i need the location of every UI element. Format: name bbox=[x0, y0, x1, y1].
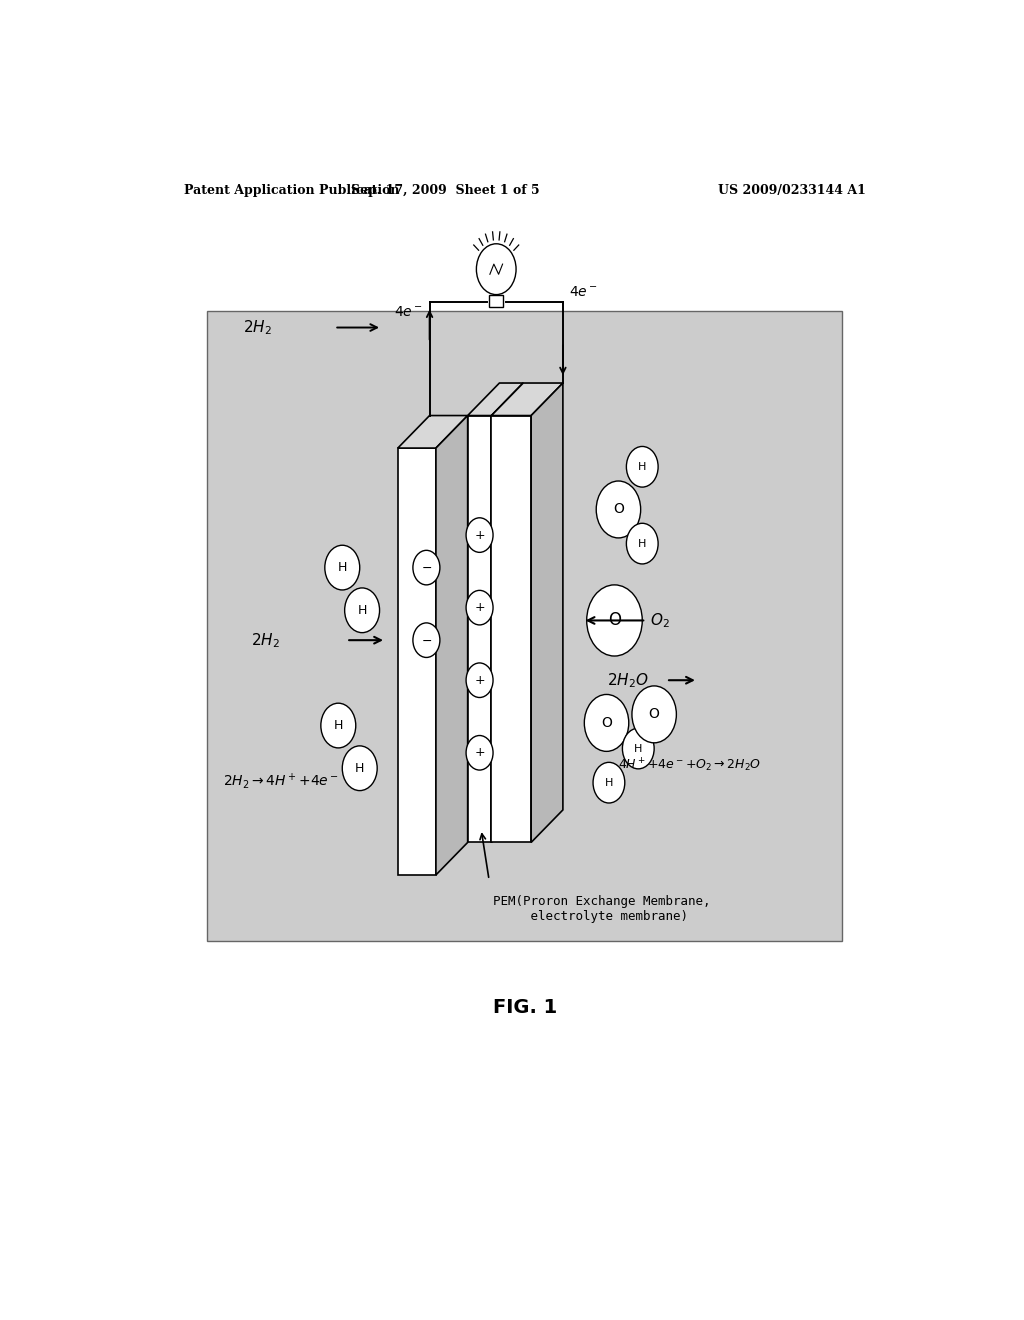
Circle shape bbox=[476, 244, 516, 294]
Circle shape bbox=[593, 763, 625, 803]
Text: $2H_2$: $2H_2$ bbox=[243, 318, 272, 337]
Polygon shape bbox=[397, 416, 468, 447]
Polygon shape bbox=[397, 447, 436, 875]
Circle shape bbox=[413, 623, 440, 657]
Text: O: O bbox=[601, 715, 612, 730]
Circle shape bbox=[466, 590, 494, 624]
Text: $4e^-$: $4e^-$ bbox=[569, 285, 598, 298]
Text: $+$: $+$ bbox=[474, 601, 485, 614]
Text: H: H bbox=[355, 762, 365, 775]
Text: Sep. 17, 2009  Sheet 1 of 5: Sep. 17, 2009 Sheet 1 of 5 bbox=[351, 183, 540, 197]
Text: $+$: $+$ bbox=[474, 673, 485, 686]
Text: PEM(Proron Exchange Membrane,
     electrolyte membrane): PEM(Proron Exchange Membrane, electrolyt… bbox=[494, 895, 711, 923]
Circle shape bbox=[345, 587, 380, 632]
Text: $2H_2$: $2H_2$ bbox=[251, 631, 280, 649]
Text: $+$: $+$ bbox=[474, 528, 485, 541]
Polygon shape bbox=[492, 383, 523, 842]
Circle shape bbox=[321, 704, 355, 748]
Text: H: H bbox=[638, 462, 646, 471]
Circle shape bbox=[325, 545, 359, 590]
Text: O: O bbox=[649, 708, 659, 721]
Text: $-$: $-$ bbox=[421, 634, 432, 647]
Text: H: H bbox=[634, 743, 642, 754]
Circle shape bbox=[587, 585, 642, 656]
Circle shape bbox=[596, 480, 641, 539]
Circle shape bbox=[632, 686, 677, 743]
Text: US 2009/0233144 A1: US 2009/0233144 A1 bbox=[718, 183, 866, 197]
Text: $2H_2O$: $2H_2O$ bbox=[606, 671, 648, 689]
Circle shape bbox=[627, 446, 658, 487]
Circle shape bbox=[342, 746, 377, 791]
Circle shape bbox=[623, 729, 654, 768]
Text: $-$: $-$ bbox=[421, 561, 432, 574]
Text: O: O bbox=[608, 611, 621, 630]
Polygon shape bbox=[492, 416, 531, 842]
Text: $O_2$: $O_2$ bbox=[650, 611, 670, 630]
Text: H: H bbox=[638, 539, 646, 549]
Text: $4H^+{+}4e^-{+}O_2{\rightarrow}2H_2O$: $4H^+{+}4e^-{+}O_2{\rightarrow}2H_2O$ bbox=[618, 756, 762, 775]
Text: $4e^-$: $4e^-$ bbox=[394, 305, 423, 319]
Polygon shape bbox=[492, 383, 563, 416]
Polygon shape bbox=[436, 416, 468, 875]
Text: $2H_2{\rightarrow}4H^+{+}4e^-$: $2H_2{\rightarrow}4H^+{+}4e^-$ bbox=[223, 771, 339, 791]
Text: O: O bbox=[613, 503, 624, 516]
Polygon shape bbox=[531, 383, 563, 842]
Text: Patent Application Publication: Patent Application Publication bbox=[183, 183, 399, 197]
Text: H: H bbox=[334, 719, 343, 733]
Text: FIG. 1: FIG. 1 bbox=[493, 998, 557, 1016]
Circle shape bbox=[466, 663, 494, 697]
Circle shape bbox=[585, 694, 629, 751]
Bar bbox=[207, 312, 843, 941]
Polygon shape bbox=[468, 416, 492, 842]
Circle shape bbox=[627, 523, 658, 564]
Circle shape bbox=[413, 550, 440, 585]
Circle shape bbox=[466, 735, 494, 770]
Bar bbox=[489, 294, 504, 306]
Text: H: H bbox=[338, 561, 347, 574]
Polygon shape bbox=[468, 383, 523, 416]
Text: $+$: $+$ bbox=[474, 746, 485, 759]
Circle shape bbox=[466, 517, 494, 552]
Text: H: H bbox=[357, 603, 367, 616]
Text: H: H bbox=[605, 777, 613, 788]
